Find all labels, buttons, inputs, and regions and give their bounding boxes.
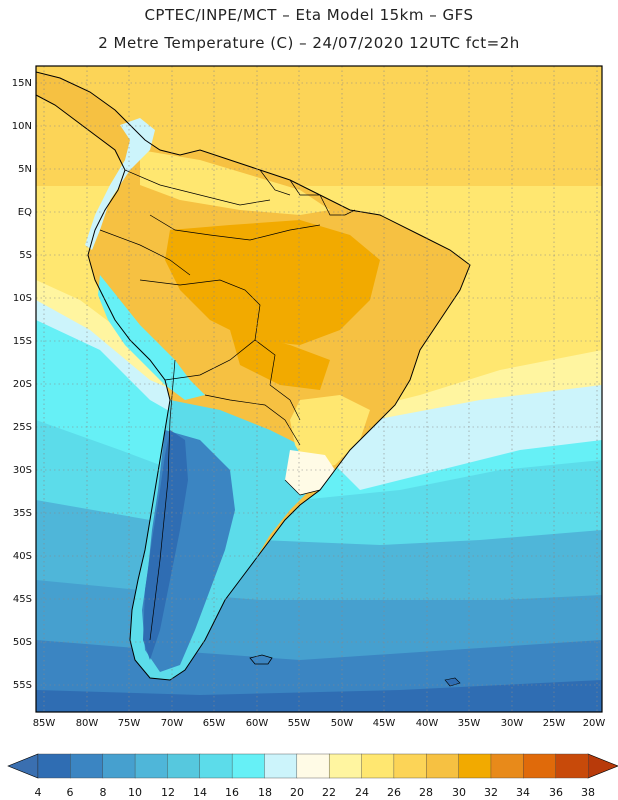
colorbar-left-cap — [7, 753, 39, 779]
colorbar-label: 26 — [387, 786, 401, 799]
lon-label: 45W — [373, 718, 396, 729]
central-hot-zone — [230, 330, 330, 390]
atlantic-cool-strip — [330, 400, 602, 490]
colorbar-cell — [199, 753, 233, 779]
colorbar-cell — [37, 753, 71, 779]
coastline — [36, 71, 471, 681]
colorbar-cell — [70, 753, 104, 779]
colorbar-label: 4 — [35, 786, 42, 799]
lon-label: 60W — [246, 718, 269, 729]
lat-label: 5N — [18, 164, 32, 175]
colorbar-label: 38 — [581, 786, 595, 799]
colorbar-cell — [231, 753, 265, 779]
colorbar-label: 18 — [258, 786, 272, 799]
lon-label: 25W — [543, 718, 566, 729]
lon-label: 55W — [288, 718, 311, 729]
lon-label: 50W — [331, 718, 354, 729]
lon-label: 75W — [118, 718, 141, 729]
south-brazil-cool — [285, 450, 335, 495]
lat-label: 20S — [13, 379, 32, 390]
colorbar-label: 16 — [225, 786, 239, 799]
colorbar-label: 14 — [193, 786, 207, 799]
lat-label: 25S — [13, 422, 32, 433]
colorbar-cell — [458, 753, 492, 779]
colorbar-label: 34 — [516, 786, 530, 799]
colorbar-cell — [361, 753, 395, 779]
colorbar-cell — [328, 753, 363, 779]
colorbar: 4 6 8 10 12 14 16 18 20 22 24 26 28 30 3… — [7, 753, 618, 799]
lon-label: 30W — [501, 718, 524, 729]
lat-label: 40S — [13, 551, 32, 562]
map-title: CPTEC/INPE/MCT – Eta Model 15km – GFS — [144, 6, 474, 24]
map-subtitle: 2 Metre Temperature (C) – 24/07/2020 12U… — [98, 34, 520, 52]
colorbar-label: 22 — [322, 786, 336, 799]
colorbar-label: 12 — [161, 786, 175, 799]
lat-label: 35S — [13, 508, 32, 519]
lon-label: 80W — [76, 718, 99, 729]
colorbar-label: 6 — [67, 786, 74, 799]
lat-label: 15S — [13, 336, 32, 347]
colorbar-cell — [523, 753, 557, 779]
map-field — [36, 66, 602, 712]
colorbar-label: 24 — [355, 786, 369, 799]
north-interior-warm — [140, 150, 330, 215]
colorbar-cell — [296, 753, 330, 779]
lat-label: 55S — [13, 680, 32, 691]
colorbar-labels: 4 6 8 10 12 14 16 18 20 22 24 26 28 30 3… — [35, 786, 596, 799]
colorbar-right-cap — [587, 753, 618, 779]
lat-label: 10N — [12, 121, 32, 132]
colorbar-label: 8 — [100, 786, 107, 799]
lon-label: 40W — [416, 718, 439, 729]
amazon-hot-zone — [165, 220, 380, 345]
colorbar-label: 28 — [419, 786, 433, 799]
lon-label: 70W — [161, 718, 184, 729]
colorbar-label: 36 — [549, 786, 563, 799]
lat-label: 45S — [13, 594, 32, 605]
colorbar-cell — [490, 753, 524, 779]
lat-label: EQ — [18, 207, 32, 218]
colorbar-cells — [37, 753, 589, 779]
colorbar-cell — [102, 753, 136, 779]
coldest-south-band — [36, 680, 602, 712]
colorbar-cell — [134, 753, 168, 779]
colorbar-label: 30 — [452, 786, 466, 799]
south-georgia — [444, 677, 461, 687]
colorbar-cell — [167, 753, 201, 779]
longitude-labels: 85W 80W 75W 70W 65W 60W 55W 50W 45W 40W … — [33, 718, 606, 729]
country-borders — [99, 169, 356, 641]
lat-label: 50S — [13, 637, 32, 648]
colorbar-label: 20 — [290, 786, 304, 799]
lon-label: 35W — [458, 718, 481, 729]
lon-label: 65W — [203, 718, 226, 729]
colorbar-cell — [264, 753, 298, 779]
southeast-brazil-mild — [290, 395, 370, 470]
falkland-islands — [249, 654, 273, 665]
colorbar-cell — [393, 753, 427, 779]
colorbar-label: 32 — [484, 786, 498, 799]
south-america-land — [36, 72, 470, 680]
lon-label: 85W — [33, 718, 56, 729]
andes-south-coldest — [143, 430, 188, 660]
andes-central-cold — [98, 275, 205, 400]
map-frame — [35, 65, 603, 713]
lat-label: 30S — [13, 465, 32, 476]
lat-label: 5S — [19, 250, 32, 261]
lat-label: 10S — [13, 293, 32, 304]
lon-label: 20W — [583, 718, 606, 729]
colorbar-label: 10 — [128, 786, 142, 799]
colorbar-cell — [555, 753, 589, 779]
latitude-labels: 15N 10N 5N EQ 5S 10S 15S 20S 25S 30S 35S… — [12, 78, 32, 691]
colorbar-cell — [426, 753, 460, 779]
lat-label: 15N — [12, 78, 32, 89]
